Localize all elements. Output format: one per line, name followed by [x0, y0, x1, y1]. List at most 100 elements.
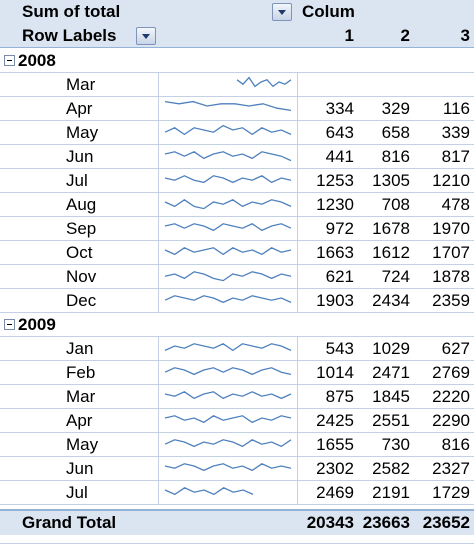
month-label[interactable]: Apr	[66, 411, 93, 430]
month-label[interactable]: Jun	[66, 147, 94, 166]
month-label[interactable]: Jun	[66, 459, 94, 478]
value-cell-2[interactable]: 2551	[372, 411, 410, 430]
value-cell-3[interactable]: 1210	[432, 171, 470, 190]
month-label[interactable]: Feb	[66, 363, 96, 382]
value-cell-3[interactable]: 2290	[432, 411, 470, 430]
month-label[interactable]: Sep	[66, 219, 97, 238]
value-cell-1[interactable]: 1230	[316, 195, 354, 214]
value-cell-2[interactable]: 708	[381, 195, 410, 214]
value-cell-2[interactable]: 1678	[372, 219, 410, 238]
value-cell-1[interactable]: 441	[325, 147, 354, 166]
sparkline-cell[interactable]	[158, 385, 298, 409]
sparkline-cell[interactable]	[158, 241, 298, 265]
sparkline-cell[interactable]	[158, 289, 298, 313]
value-cell-1[interactable]: 2425	[316, 411, 354, 430]
collapse-icon[interactable]	[4, 319, 15, 330]
value-cell-1[interactable]: 334	[325, 99, 354, 118]
value-cell-1[interactable]: 1014	[316, 363, 354, 382]
value-cell-3[interactable]: 116	[442, 99, 470, 118]
value-cell-2[interactable]: 724	[381, 267, 410, 286]
year-label[interactable]: 2009	[18, 315, 56, 334]
month-label[interactable]: Nov	[66, 267, 97, 286]
value-cell-3[interactable]: 1707	[432, 243, 470, 262]
grand-total-value-2[interactable]: 23663	[362, 513, 410, 532]
month-row: Apr 334 329 116	[0, 97, 474, 121]
row-labels-header[interactable]: Row Labels	[22, 26, 117, 45]
value-cell-3[interactable]: 816	[441, 435, 470, 454]
month-label[interactable]: Apr	[66, 99, 93, 118]
value-cell-1[interactable]: 972	[325, 219, 354, 238]
value-cell-3[interactable]: 2769	[432, 363, 470, 382]
sparkline-cell[interactable]	[158, 481, 298, 505]
row-labels-filter-button[interactable]	[136, 27, 156, 45]
empty-row[interactable]	[0, 535, 474, 544]
month-label[interactable]: Jul	[66, 483, 88, 502]
sparkline-cell[interactable]	[158, 121, 298, 145]
month-label[interactable]: Oct	[66, 243, 93, 262]
value-cell-2[interactable]: 816	[381, 147, 410, 166]
value-cell-3[interactable]: 1970	[432, 219, 470, 238]
column-labels-header[interactable]: Colum	[302, 2, 355, 21]
value-cell-2[interactable]: 730	[381, 435, 410, 454]
month-label[interactable]: Mar	[66, 387, 96, 406]
value-cell-2[interactable]: 1612	[372, 243, 410, 262]
value-cell-2[interactable]: 2191	[372, 483, 410, 502]
value-cell-3[interactable]: 1729	[432, 483, 470, 502]
value-cell-3[interactable]: 2327	[432, 459, 470, 478]
value-cell-3[interactable]: 1878	[432, 267, 470, 286]
year-group-row: 2008	[0, 49, 474, 73]
sparkline-cell[interactable]	[158, 433, 298, 457]
value-cell-2[interactable]: 1029	[372, 339, 410, 358]
sparkline-cell[interactable]	[158, 265, 298, 289]
value-cell-1[interactable]: 643	[325, 123, 354, 142]
value-cell-3[interactable]: 2220	[432, 387, 470, 406]
value-cell-1[interactable]: 1663	[316, 243, 354, 262]
value-cell-2[interactable]: 2471	[372, 363, 410, 382]
sparkline-cell[interactable]	[158, 169, 298, 193]
value-cell-1[interactable]: 2469	[316, 483, 354, 502]
value-cell-3[interactable]: 627	[441, 339, 470, 358]
value-cell-2[interactable]: 2434	[372, 291, 410, 310]
value-cell-1[interactable]	[298, 73, 358, 97]
sparkline-cell[interactable]	[158, 457, 298, 481]
grand-total-value-3[interactable]: 23652	[422, 513, 470, 532]
sparkline-cell[interactable]	[158, 409, 298, 433]
value-cell-1[interactable]: 2302	[316, 459, 354, 478]
value-cell-3[interactable]: 478	[441, 195, 470, 214]
sparkline-cell[interactable]	[158, 193, 298, 217]
value-cell-3[interactable]: 2359	[432, 291, 470, 310]
value-cell-1[interactable]: 1253	[316, 171, 354, 190]
value-cell-2[interactable]: 1845	[372, 387, 410, 406]
month-label[interactable]: May	[66, 435, 99, 454]
value-cell-2[interactable]: 658	[381, 123, 410, 142]
value-cell-3[interactable]	[414, 73, 474, 97]
month-label[interactable]: Mar	[66, 75, 96, 94]
month-label[interactable]: Jan	[66, 339, 94, 358]
value-cell-3[interactable]: 339	[441, 123, 470, 142]
value-cell-2[interactable]: 2582	[372, 459, 410, 478]
values-field-label[interactable]: Sum of total	[22, 2, 121, 21]
value-cell-1[interactable]: 621	[325, 267, 354, 286]
value-cell-2[interactable]	[358, 73, 414, 97]
value-cell-1[interactable]: 1903	[316, 291, 354, 310]
sparkline-cell[interactable]	[158, 145, 298, 169]
collapse-icon[interactable]	[4, 55, 15, 66]
sparkline-cell[interactable]	[158, 73, 298, 97]
sparkline-cell[interactable]	[158, 361, 298, 385]
month-label[interactable]: Jul	[66, 171, 88, 190]
sparkline-cell[interactable]	[158, 337, 298, 361]
month-label[interactable]: Dec	[66, 291, 97, 310]
value-cell-1[interactable]: 1655	[316, 435, 354, 454]
grand-total-value-1[interactable]: 20343	[306, 513, 354, 532]
month-label[interactable]: Aug	[66, 195, 97, 214]
sparkline-cell[interactable]	[158, 217, 298, 241]
sparkline-cell[interactable]	[158, 97, 298, 121]
value-cell-1[interactable]: 875	[325, 387, 354, 406]
month-label[interactable]: May	[66, 123, 99, 142]
value-cell-3[interactable]: 817	[441, 147, 470, 166]
value-cell-1[interactable]: 543	[325, 339, 354, 358]
value-cell-2[interactable]: 329	[381, 99, 410, 118]
value-cell-2[interactable]: 1305	[372, 171, 410, 190]
column-labels-filter-button[interactable]	[272, 3, 292, 21]
year-label[interactable]: 2008	[18, 51, 56, 70]
